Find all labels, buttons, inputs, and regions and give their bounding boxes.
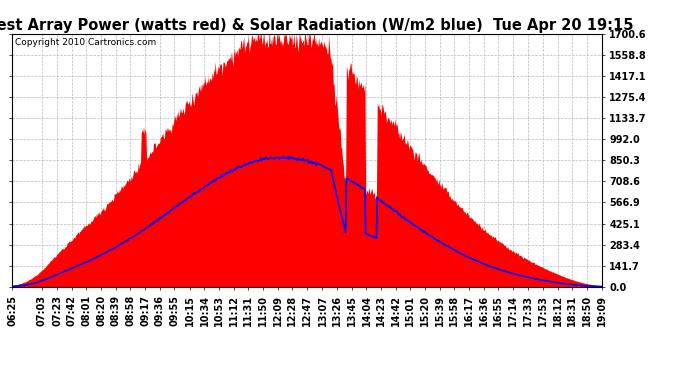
Text: Copyright 2010 Cartronics.com: Copyright 2010 Cartronics.com [15,38,157,46]
Title: West Array Power (watts red) & Solar Radiation (W/m2 blue)  Tue Apr 20 19:15: West Array Power (watts red) & Solar Rad… [0,18,633,33]
